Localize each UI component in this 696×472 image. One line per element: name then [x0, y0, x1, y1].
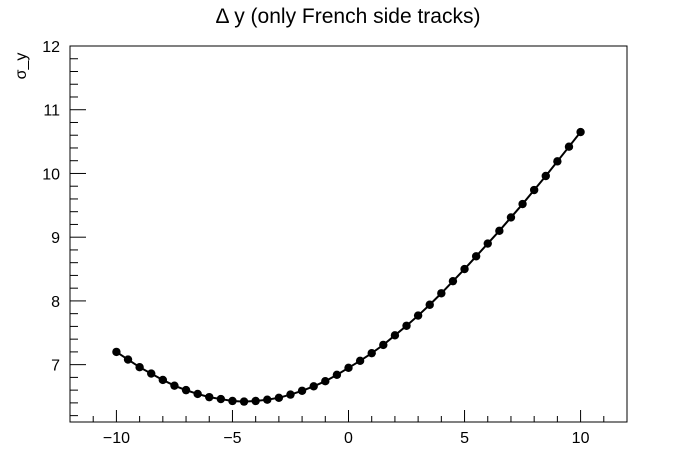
y-tick-label: 10: [42, 166, 60, 183]
data-point: [344, 363, 353, 373]
data-point: [541, 171, 550, 181]
data-point: [181, 385, 191, 395]
data-point: [495, 226, 504, 236]
series-line: [115, 131, 582, 403]
data-point: [332, 370, 342, 380]
data-point: [576, 127, 585, 137]
data-point: [112, 347, 121, 357]
data-point: [379, 340, 388, 350]
x-tick-label: 0: [344, 430, 353, 447]
data-point: [564, 142, 574, 151]
data-point: [286, 390, 295, 399]
data-point: [251, 396, 260, 406]
data-point: [425, 300, 434, 309]
data-point: [205, 392, 214, 402]
x-tick-label: −5: [223, 430, 241, 447]
data-point: [147, 369, 156, 378]
data-point: [437, 289, 446, 298]
data-point: [263, 395, 272, 404]
data-point: [135, 362, 144, 372]
data-point: [158, 375, 168, 385]
data-point: [390, 331, 400, 340]
data-point: [471, 252, 481, 261]
data-point: [355, 356, 365, 366]
data-point: [460, 264, 469, 274]
data-point: [297, 386, 307, 395]
data-point: [367, 348, 376, 358]
y-tick-label: 8: [51, 294, 60, 311]
data-point: [518, 199, 527, 209]
data-point: [413, 311, 423, 320]
data-point: [483, 239, 492, 248]
data-series: [112, 127, 585, 406]
data-point: [402, 321, 411, 330]
y-axis-label: σ_y: [13, 53, 30, 80]
y-tick-labels: 7 8 9 10 11 12: [42, 39, 60, 375]
x-tick-label: 10: [572, 430, 590, 447]
y-tick-label: 12: [42, 39, 60, 56]
data-point: [506, 213, 516, 222]
y-tick-label: 9: [51, 230, 60, 247]
data-point: [309, 382, 318, 391]
x-tick-labels: −10 −5 0 5 10: [103, 430, 590, 447]
data-point: [448, 276, 458, 286]
x-tick-label: 5: [460, 430, 469, 447]
data-point: [216, 394, 226, 404]
data-point: [321, 377, 330, 386]
data-point: [193, 389, 202, 399]
x-tick-label: −10: [103, 430, 130, 447]
data-point: [274, 393, 284, 402]
data-point: [529, 185, 539, 195]
data-point: [239, 397, 249, 406]
data-point: [228, 396, 237, 406]
data-point: [170, 381, 179, 390]
axis-ticks: [69, 45, 628, 422]
y-tick-label: 7: [51, 358, 60, 375]
data-point: [553, 157, 562, 166]
chart-title: Δ y (only French side tracks): [216, 5, 481, 28]
y-tick-label: 11: [43, 103, 60, 120]
data-point: [123, 355, 133, 364]
